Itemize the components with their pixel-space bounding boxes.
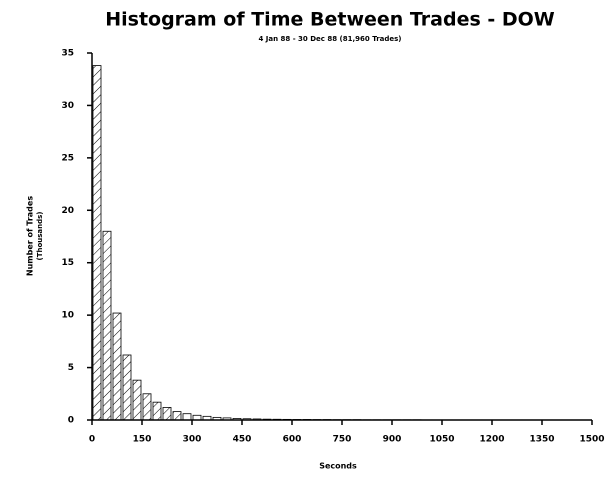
y-tick-label: 35 (61, 49, 74, 59)
bar (93, 66, 101, 420)
bar (103, 231, 111, 420)
y-tick-label: 20 (61, 206, 74, 216)
x-tick-label: 150 (133, 435, 152, 445)
bar (143, 394, 151, 420)
x-tick-label: 1500 (579, 435, 604, 445)
y-tick-label: 10 (61, 311, 74, 321)
bar (153, 402, 161, 420)
bar (113, 313, 121, 420)
x-tick-label: 0 (89, 435, 95, 445)
x-tick-label: 600 (283, 435, 302, 445)
bar (173, 412, 181, 420)
chart-subtitle: 4 Jan 88 - 30 Dec 88 (81,960 Trades) (258, 35, 401, 43)
y-axis-label: Number of Trades (26, 196, 35, 276)
x-tick-label: 1200 (479, 435, 504, 445)
y-axis-label-sub: (Thousands) (36, 212, 44, 261)
x-tick-label: 450 (233, 435, 252, 445)
y-tick-label: 5 (68, 363, 74, 373)
y-tick-label: 25 (61, 153, 74, 163)
bar (133, 380, 141, 420)
x-tick-label: 900 (383, 435, 402, 445)
bar (123, 355, 131, 420)
bar (163, 407, 171, 420)
bar (183, 414, 191, 420)
y-tick-label: 0 (68, 416, 74, 426)
y-tick-label: 30 (61, 101, 74, 111)
y-tick-label: 15 (61, 258, 74, 268)
x-axis-label: Seconds (319, 462, 357, 471)
x-tick-label: 300 (183, 435, 202, 445)
chart-title: Histogram of Time Between Trades - DOW (105, 9, 555, 31)
x-tick-label: 750 (333, 435, 352, 445)
x-tick-label: 1350 (529, 435, 554, 445)
x-tick-label: 1050 (429, 435, 454, 445)
